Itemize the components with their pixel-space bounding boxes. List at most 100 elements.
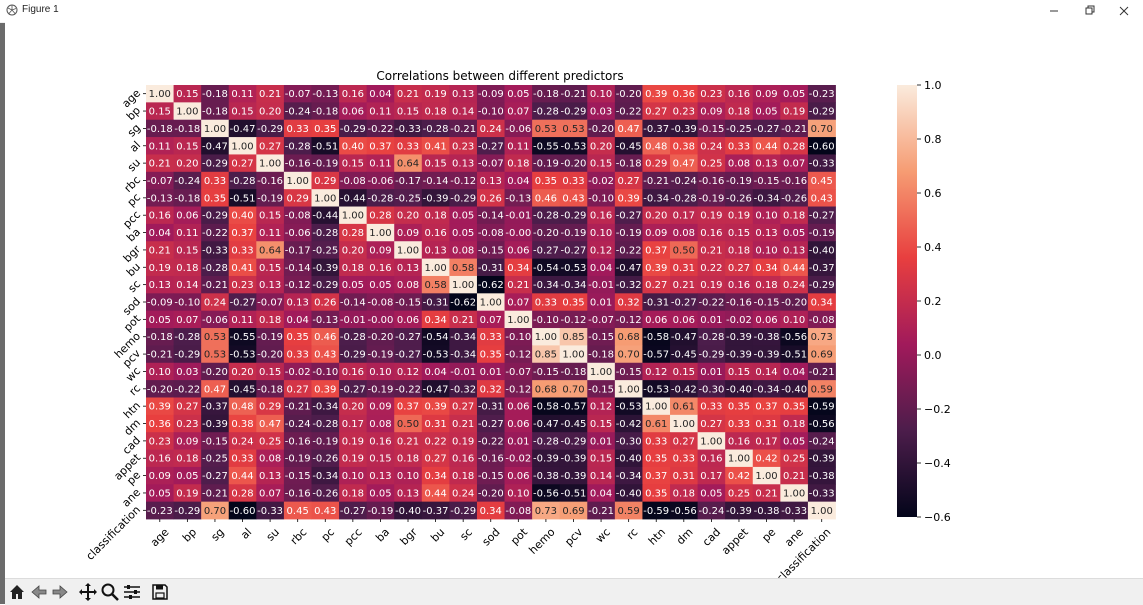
cell-value-label: -0.47: [202, 141, 228, 152]
pan-move-icon[interactable]: [78, 582, 98, 602]
heatmap-cell: [201, 119, 230, 138]
cell-value-label: -0.17: [285, 245, 311, 256]
cell-value-label: -0.25: [395, 193, 421, 204]
heatmap-cell: [421, 223, 450, 242]
heatmap-cell: [311, 345, 340, 364]
heatmap-cell: [201, 362, 230, 381]
cell-value-label: 1.00: [369, 228, 391, 239]
cell-value-label: 0.22: [424, 436, 446, 447]
heatmap-cell: [559, 484, 588, 503]
cell-value-label: -0.47: [230, 124, 256, 135]
cell-value-label: -0.19: [367, 506, 393, 517]
heatmap-cell: [559, 414, 588, 433]
cell-value-label: -0.20: [533, 228, 559, 239]
cell-value-label: 0.08: [259, 454, 281, 465]
cell-value-label: -0.28: [312, 228, 338, 239]
heatmap-cell: [421, 85, 450, 103]
cell-value-label: 0.70: [562, 384, 584, 395]
cell-value-label: -0.59: [643, 506, 669, 517]
heatmap-cell: [780, 154, 809, 173]
cell-value-label: 0.69: [811, 350, 833, 361]
cell-value-label: -0.16: [285, 159, 311, 170]
heatmap-cell: [366, 466, 395, 485]
heatmap-cell: [311, 414, 340, 433]
x-tick-label: su: [264, 526, 282, 544]
cell-value-label: -0.19: [257, 332, 283, 343]
heatmap-cell: [173, 397, 202, 416]
cell-value-label: 0.05: [176, 471, 198, 482]
y-tick-label: sg: [125, 121, 143, 139]
cell-value-label: 0.27: [673, 436, 695, 447]
cell-value-label: -0.10: [588, 193, 614, 204]
cell-value-label: 0.14: [755, 367, 777, 378]
cell-value-label: 0.05: [452, 228, 474, 239]
cell-value-label: -0.29: [257, 124, 283, 135]
figure-canvas[interactable]: Correlations between different predictor…: [5, 22, 1143, 585]
cell-value-label: 0.53: [204, 332, 226, 343]
heatmap-cell: [311, 466, 340, 485]
minimize-button[interactable]: [1037, 0, 1071, 22]
heatmap-cell: [476, 241, 505, 259]
heatmap-cell: [256, 501, 285, 520]
home-icon[interactable]: [7, 582, 27, 602]
heatmap-cell: [642, 206, 671, 225]
cell-value-label: -0.15: [478, 471, 504, 482]
heatmap-cell: [366, 484, 395, 503]
cell-value-label: 0.16: [369, 263, 391, 274]
heatmap-cell: [752, 275, 781, 294]
cell-value-label: 0.47: [618, 124, 640, 135]
cell-value-label: 0.43: [314, 350, 336, 361]
heatmap-cell: [670, 414, 698, 433]
save-floppy-icon[interactable]: [150, 582, 170, 602]
cell-value-label: 0.04: [590, 488, 612, 499]
heatmap-cell: [532, 275, 561, 294]
heatmap-cell: [587, 119, 616, 138]
heatmap-cell: [476, 171, 505, 190]
heatmap-cell: [780, 223, 809, 242]
cell-value-label: 1.00: [287, 176, 309, 187]
heatmap-cell: [311, 223, 340, 242]
cell-value-label: 0.20: [397, 211, 419, 222]
configure-subplots-icon[interactable]: [122, 582, 142, 602]
cell-value-label: 0.38: [673, 141, 695, 152]
cell-value-label: 0.18: [342, 488, 364, 499]
restore-button[interactable]: [1072, 0, 1106, 22]
cell-value-label: 0.05: [507, 89, 529, 100]
heatmap-cell: [283, 380, 312, 398]
heatmap-cell: [587, 414, 616, 433]
cell-value-label: 0.41: [231, 263, 253, 274]
cell-value-label: 0.13: [755, 159, 777, 170]
cell-value-label: 1.00: [783, 488, 805, 499]
heatmap-cell: [532, 137, 561, 155]
heatmap-cell: [670, 154, 698, 173]
heatmap-cell: [476, 310, 505, 329]
heatmap-cell: [587, 206, 616, 225]
heatmap-cell: [146, 397, 174, 416]
zoom-magnifier-icon[interactable]: [100, 582, 120, 602]
heatmap-cell: [752, 380, 781, 398]
heatmap-cell: [614, 85, 643, 103]
x-tick-label: appet: [719, 525, 751, 557]
heatmap-cell: [366, 310, 395, 329]
forward-arrow-icon[interactable]: [50, 582, 70, 602]
cell-value-label: -0.42: [671, 384, 697, 395]
close-button[interactable]: [1107, 0, 1141, 22]
cell-value-label: -0.28: [174, 332, 200, 343]
heatmap-cell: [780, 275, 809, 294]
cell-value-label: -0.56: [671, 506, 697, 517]
heatmap-cell: [780, 102, 809, 121]
heatmap-cell: [339, 154, 368, 173]
heatmap-cell: [201, 397, 230, 416]
cell-value-label: 0.43: [562, 193, 584, 204]
cell-value-label: 0.46: [535, 193, 557, 204]
heatmap-cell: [366, 380, 395, 398]
back-arrow-icon[interactable]: [29, 582, 49, 602]
window-titlebar[interactable]: Figure 1: [0, 0, 1143, 23]
heatmap-cell: [752, 449, 781, 468]
cell-value-label: 0.25: [728, 488, 750, 499]
heatmap-cell: [201, 414, 230, 433]
heatmap-cell: [670, 223, 698, 242]
cell-value-label: 0.01: [700, 367, 722, 378]
heatmap-cell: [587, 171, 616, 190]
heatmap-cell: [532, 449, 561, 468]
